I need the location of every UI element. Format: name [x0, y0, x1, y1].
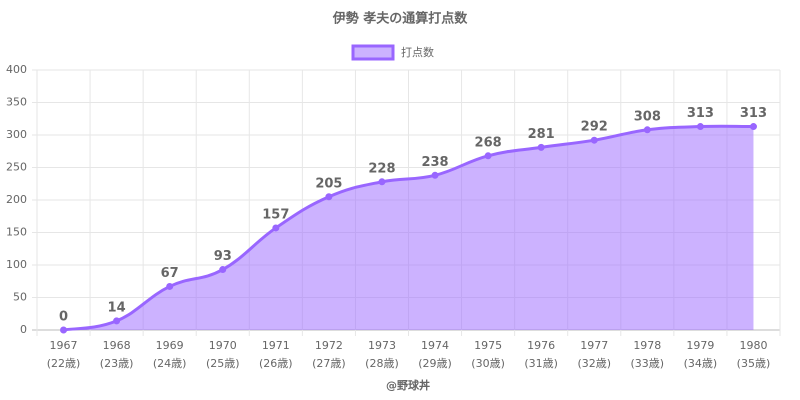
value-label: 313	[740, 106, 767, 121]
y-tick-label: 200	[6, 193, 27, 206]
x-tick-label: 1978	[633, 339, 661, 352]
value-label: 14	[108, 300, 126, 315]
x-tick-sublabel: (28歳)	[365, 357, 399, 370]
x-tick-sublabel: (32歳)	[577, 357, 611, 370]
x-tick-sublabel: (22歳)	[47, 357, 81, 370]
value-label: 238	[421, 155, 448, 170]
value-label: 205	[315, 176, 342, 191]
x-tick-sublabel: (31歳)	[524, 357, 558, 370]
y-tick-label: 50	[13, 291, 27, 304]
x-tick-sublabel: (34歳)	[684, 357, 718, 370]
x-tick-label: 1976	[527, 339, 555, 352]
x-tick-sublabel: (24歳)	[153, 357, 187, 370]
x-tick-sublabel: (30歳)	[471, 357, 505, 370]
point	[431, 171, 439, 179]
x-tick-label: 1970	[209, 339, 237, 352]
point	[643, 126, 651, 134]
y-tick-label: 300	[6, 128, 27, 141]
x-tick-label: 1974	[421, 339, 449, 352]
x-tick-label: 1967	[50, 339, 78, 352]
point	[378, 178, 386, 186]
x-tick-sublabel: (25歳)	[206, 357, 240, 370]
x-tick-label: 1980	[739, 339, 767, 352]
x-tick-label: 1977	[580, 339, 608, 352]
value-label: 93	[214, 249, 232, 264]
x-tick-sublabel: (35歳)	[737, 357, 771, 370]
x-tick-label: 1968	[103, 339, 131, 352]
value-label: 0	[59, 310, 68, 325]
point	[537, 143, 545, 151]
y-tick-label: 150	[6, 226, 27, 239]
y-tick-label: 400	[6, 63, 27, 76]
x-tick-label: 1972	[315, 339, 343, 352]
x-tick-sublabel: (29歳)	[418, 357, 452, 370]
point	[60, 326, 68, 334]
x-tick-label: 1979	[686, 339, 714, 352]
point	[219, 266, 227, 274]
x-tick-label: 1973	[368, 339, 396, 352]
point	[113, 317, 121, 325]
point	[749, 123, 757, 131]
value-label: 157	[262, 207, 289, 222]
x-tick-sublabel: (33歳)	[631, 357, 665, 370]
value-label: 308	[634, 109, 661, 124]
y-tick-label: 100	[6, 258, 27, 271]
point	[696, 123, 704, 131]
y-tick-label: 350	[6, 96, 27, 109]
y-tick-label: 250	[6, 161, 27, 174]
point	[166, 282, 174, 290]
value-label: 313	[687, 106, 714, 121]
x-tick-label: 1971	[262, 339, 290, 352]
point	[590, 136, 598, 144]
x-tick-sublabel: (26歳)	[259, 357, 293, 370]
x-tick-label: 1975	[474, 339, 502, 352]
value-label: 268	[475, 135, 502, 150]
y-tick-label: 0	[20, 323, 27, 336]
point	[325, 193, 333, 201]
point	[484, 152, 492, 160]
footer: @野球丼	[386, 378, 430, 392]
value-label: 281	[528, 127, 555, 142]
value-label: 67	[161, 266, 179, 281]
x-tick-label: 1969	[156, 339, 184, 352]
chart-title: 伊勢 孝夫の通算打点数	[332, 11, 469, 27]
area	[63, 126, 754, 331]
value-label: 292	[581, 120, 608, 135]
x-tick-sublabel: (27歳)	[312, 357, 346, 370]
legend-label: 打点数	[401, 45, 434, 59]
legend-swatch	[351, 44, 395, 61]
point	[272, 224, 280, 232]
value-label: 228	[368, 161, 395, 176]
x-tick-sublabel: (23歳)	[100, 357, 134, 370]
